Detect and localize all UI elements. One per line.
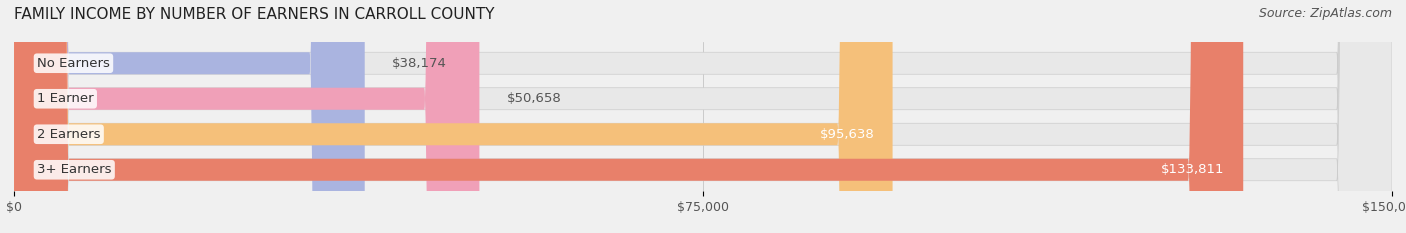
Text: $133,811: $133,811 [1161,163,1225,176]
Text: 2 Earners: 2 Earners [37,128,100,141]
FancyBboxPatch shape [14,0,1392,233]
FancyBboxPatch shape [14,0,1392,233]
Text: No Earners: No Earners [37,57,110,70]
Text: $38,174: $38,174 [392,57,447,70]
Text: FAMILY INCOME BY NUMBER OF EARNERS IN CARROLL COUNTY: FAMILY INCOME BY NUMBER OF EARNERS IN CA… [14,7,495,22]
Text: Source: ZipAtlas.com: Source: ZipAtlas.com [1258,7,1392,20]
FancyBboxPatch shape [14,0,1392,233]
Text: 3+ Earners: 3+ Earners [37,163,111,176]
Text: 1 Earner: 1 Earner [37,92,94,105]
Text: $95,638: $95,638 [820,128,875,141]
FancyBboxPatch shape [14,0,1392,233]
FancyBboxPatch shape [14,0,364,233]
FancyBboxPatch shape [14,0,1243,233]
FancyBboxPatch shape [14,0,479,233]
FancyBboxPatch shape [14,0,893,233]
Text: $50,658: $50,658 [508,92,562,105]
